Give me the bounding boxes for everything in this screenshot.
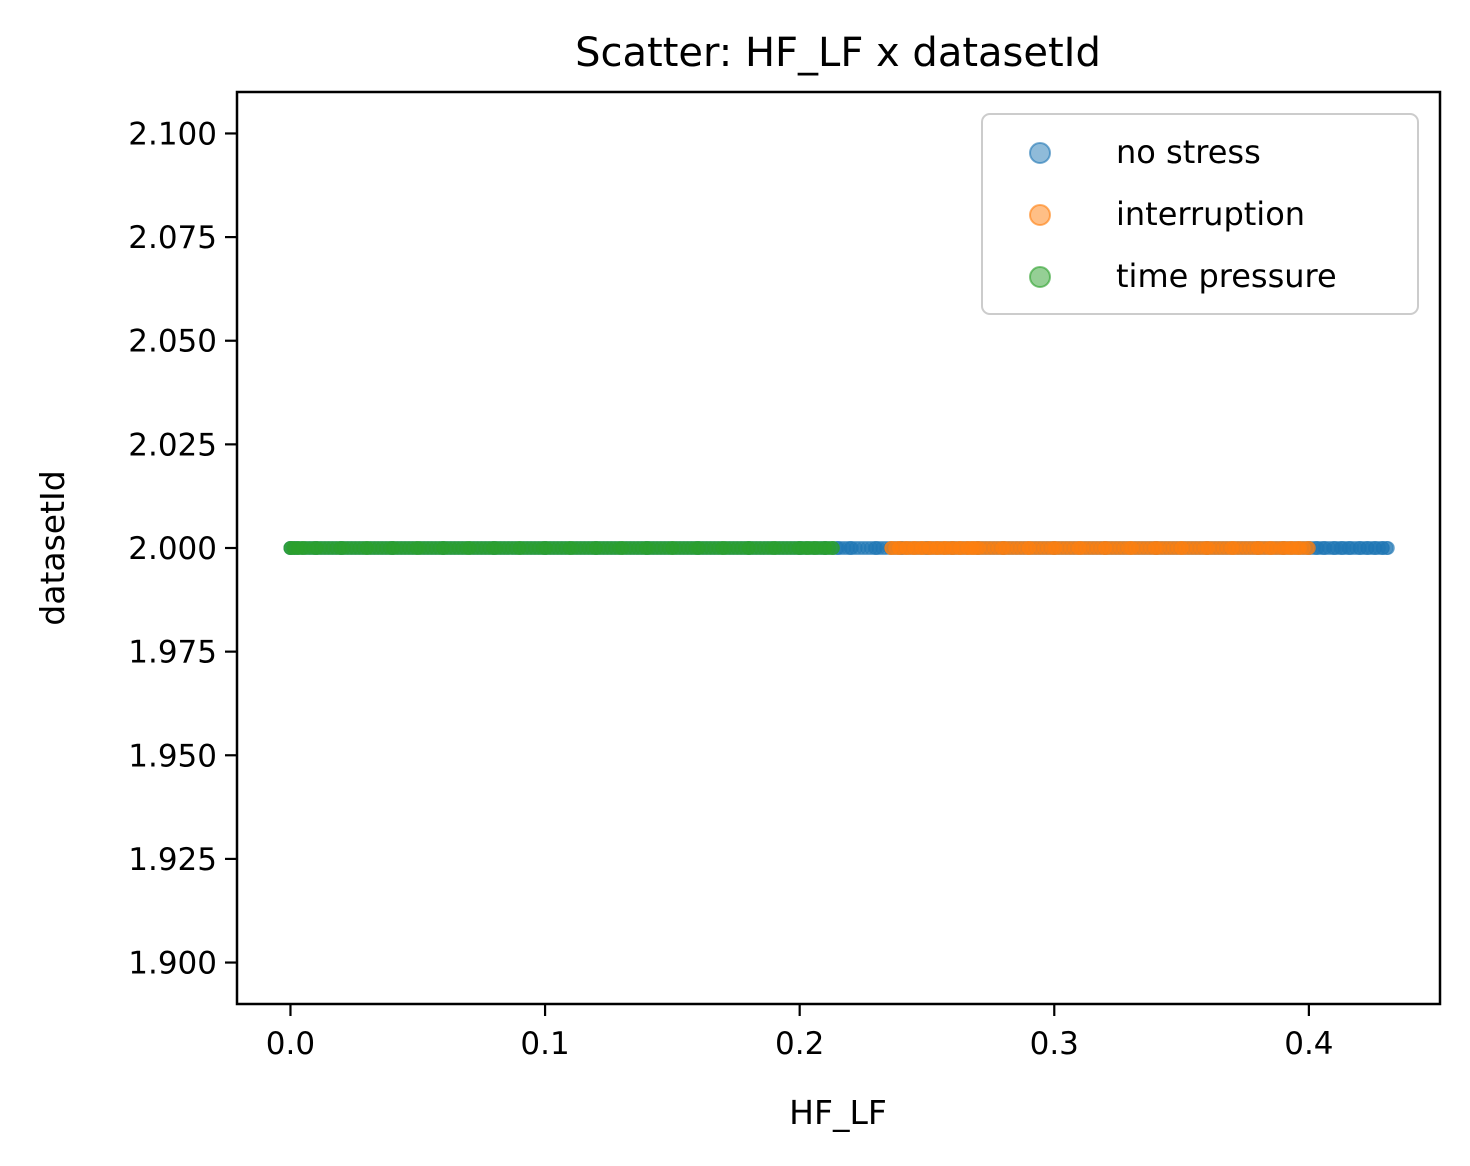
y-tick-label: 2.100: [128, 116, 217, 152]
data-point: [1300, 541, 1315, 555]
legend-frame: [981, 113, 1419, 315]
legend-label-time-pressure: time pressure: [1116, 257, 1337, 295]
x-tick-label: 0.4: [1284, 1026, 1333, 1062]
y-tick-label: 2.025: [128, 427, 217, 463]
data-point: [825, 541, 840, 555]
x-tick-label: 0.0: [266, 1026, 315, 1062]
legend-label-no-stress: no stress: [1116, 133, 1261, 171]
legend: no stress interruption time pressure: [981, 113, 1419, 315]
legend-label-interruption: interruption: [1116, 195, 1305, 233]
chart-title: Scatter: HF_LF x datasetId: [575, 30, 1101, 76]
x-tick-label: 0.1: [520, 1026, 569, 1062]
legend-marker-no-stress: [1029, 142, 1051, 164]
y-tick-label: 1.975: [128, 635, 217, 671]
y-tick-label: 2.000: [128, 531, 217, 567]
x-tick-label: 0.2: [775, 1026, 824, 1062]
y-tick-label: 1.950: [128, 738, 217, 774]
y-tick-label: 2.075: [128, 220, 217, 256]
x-tick-label: 0.3: [1030, 1026, 1079, 1062]
y-tick-label: 1.925: [128, 842, 217, 878]
legend-marker-interruption: [1029, 204, 1051, 226]
x-axis-label: HF_LF: [789, 1093, 887, 1132]
legend-marker-time-pressure: [1029, 266, 1051, 288]
plot-area: [235, 90, 1442, 1006]
x-axis-ticks: 0.0 0.1 0.2 0.3 0.4: [266, 1004, 1334, 1062]
series-interruption: [884, 541, 1316, 555]
y-axis-ticks: 1.900 1.925 1.950 1.975 2.000 2.025 2.050 2.075…: [128, 116, 237, 982]
points-layer: [283, 541, 1395, 555]
y-tick-label: 1.900: [128, 946, 217, 982]
y-tick-label: 2.050: [128, 324, 217, 360]
data-point: [1379, 541, 1394, 555]
series-time-pressure: [283, 541, 840, 555]
y-axis-label: datasetId: [33, 470, 72, 625]
